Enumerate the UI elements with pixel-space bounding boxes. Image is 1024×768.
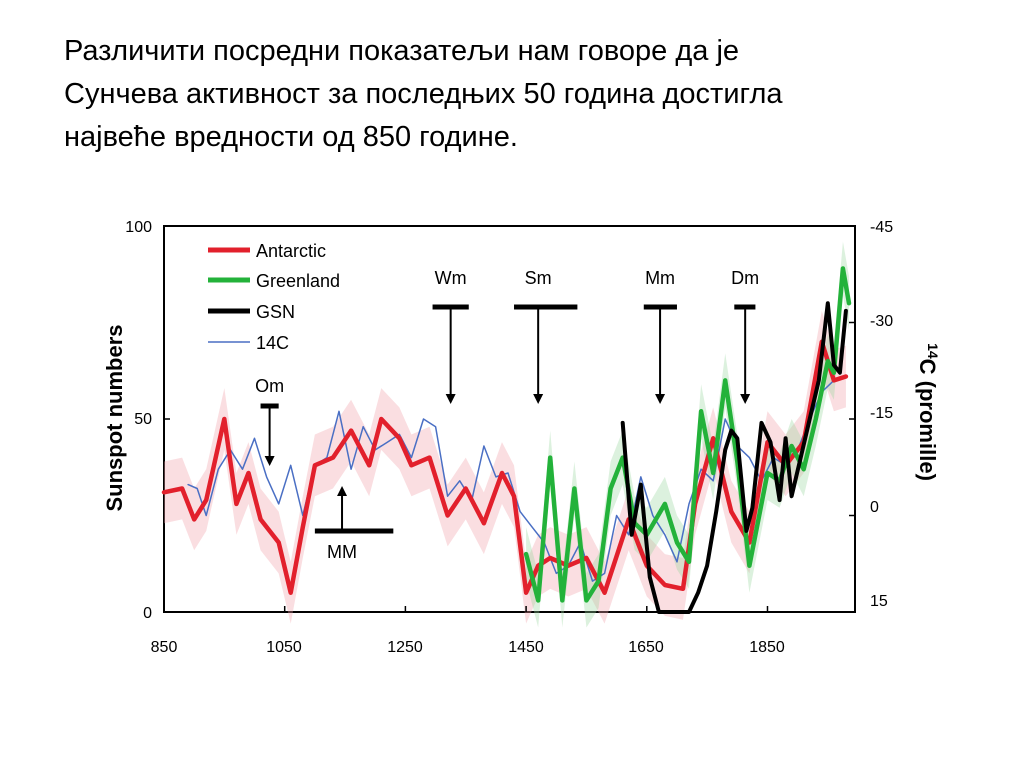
y2-tick-label-neg15: -15 <box>870 405 893 422</box>
series-line-greenland <box>523 266 852 603</box>
x-tick-label-1850: 1850 <box>749 639 785 656</box>
annotation-arrowhead-wm <box>445 394 456 404</box>
band-antarctic <box>164 310 846 624</box>
x-tick-label-1650: 1650 <box>628 639 664 656</box>
annotation-label-dm: Dm <box>731 268 759 288</box>
annotation-label-sm: Sm <box>525 268 552 288</box>
annotation-mm: Mm <box>643 268 677 404</box>
series-line-gsn <box>620 301 848 614</box>
x-tick-label-850: 850 <box>151 639 178 656</box>
y-axis-title: Sunspot numbers <box>102 324 127 511</box>
annotation-om: Om <box>255 376 284 466</box>
legend-label-gsn: GSN <box>256 302 295 322</box>
y-tick-label-0: 0 <box>143 605 152 622</box>
legend-label-antarctic: Antarctic <box>256 241 326 261</box>
slide-text-line-3: највеће вредности од 850 године. <box>64 121 518 153</box>
series-layer <box>161 266 852 614</box>
y2-tick-label-15: 15 <box>870 593 888 610</box>
y2-tick-label-neg45: -45 <box>870 219 893 236</box>
slide-text-block: Различити посредни показатељи нам говоре… <box>64 30 964 159</box>
series-line-antarctic <box>161 339 849 595</box>
legend: Antarctic Greenland GSN 14C <box>208 241 340 353</box>
annotation-label-wm: Wm <box>435 268 467 288</box>
y2-tick-label-neg30: -30 <box>870 313 893 330</box>
annotation-arrowhead-sm <box>533 394 544 404</box>
annotation-arrowhead-mm <box>337 486 348 496</box>
x-tick-label-1050: 1050 <box>266 639 302 656</box>
annotation-label-om: Om <box>255 376 284 396</box>
x-tick-label-1450: 1450 <box>508 639 544 656</box>
slide-text-line-2: Сунчева активност за последњих 50 година… <box>64 78 783 110</box>
annotation-dm: Dm <box>731 268 759 404</box>
y-tick-label-50: 50 <box>134 411 152 428</box>
y2-axis-title-superscript: 14 <box>925 343 941 359</box>
uncertainty-band <box>164 241 849 628</box>
legend-label-14c: 14C <box>256 333 289 353</box>
legend-label-greenland: Greenland <box>256 271 340 291</box>
x-tick-label-1250: 1250 <box>387 639 423 656</box>
annotation-sm: Sm <box>514 268 578 404</box>
annotation-arrowhead-om <box>264 456 275 466</box>
y2-axis-title: 14C (promille) <box>915 343 941 481</box>
axis-ticks <box>163 225 855 613</box>
annotation-mm: MM <box>314 486 394 562</box>
annotation-arrowhead-mm <box>655 394 666 404</box>
y2-axis-title-text: C (promille) <box>915 359 940 481</box>
y2-tick-label-0: 0 <box>870 499 879 516</box>
annotation-label-mm: MM <box>327 542 357 562</box>
annotation-arrowhead-dm <box>740 394 751 404</box>
slide-text-line-1: Различити посредни показатељи нам говоре… <box>64 35 740 67</box>
annotation-wm: Wm <box>432 268 469 404</box>
annotation-label-mm: Mm <box>645 268 675 288</box>
y-tick-label-100: 100 <box>125 219 152 236</box>
annotation-layer: Om MM Wm Sm Mm Dm <box>255 268 759 562</box>
